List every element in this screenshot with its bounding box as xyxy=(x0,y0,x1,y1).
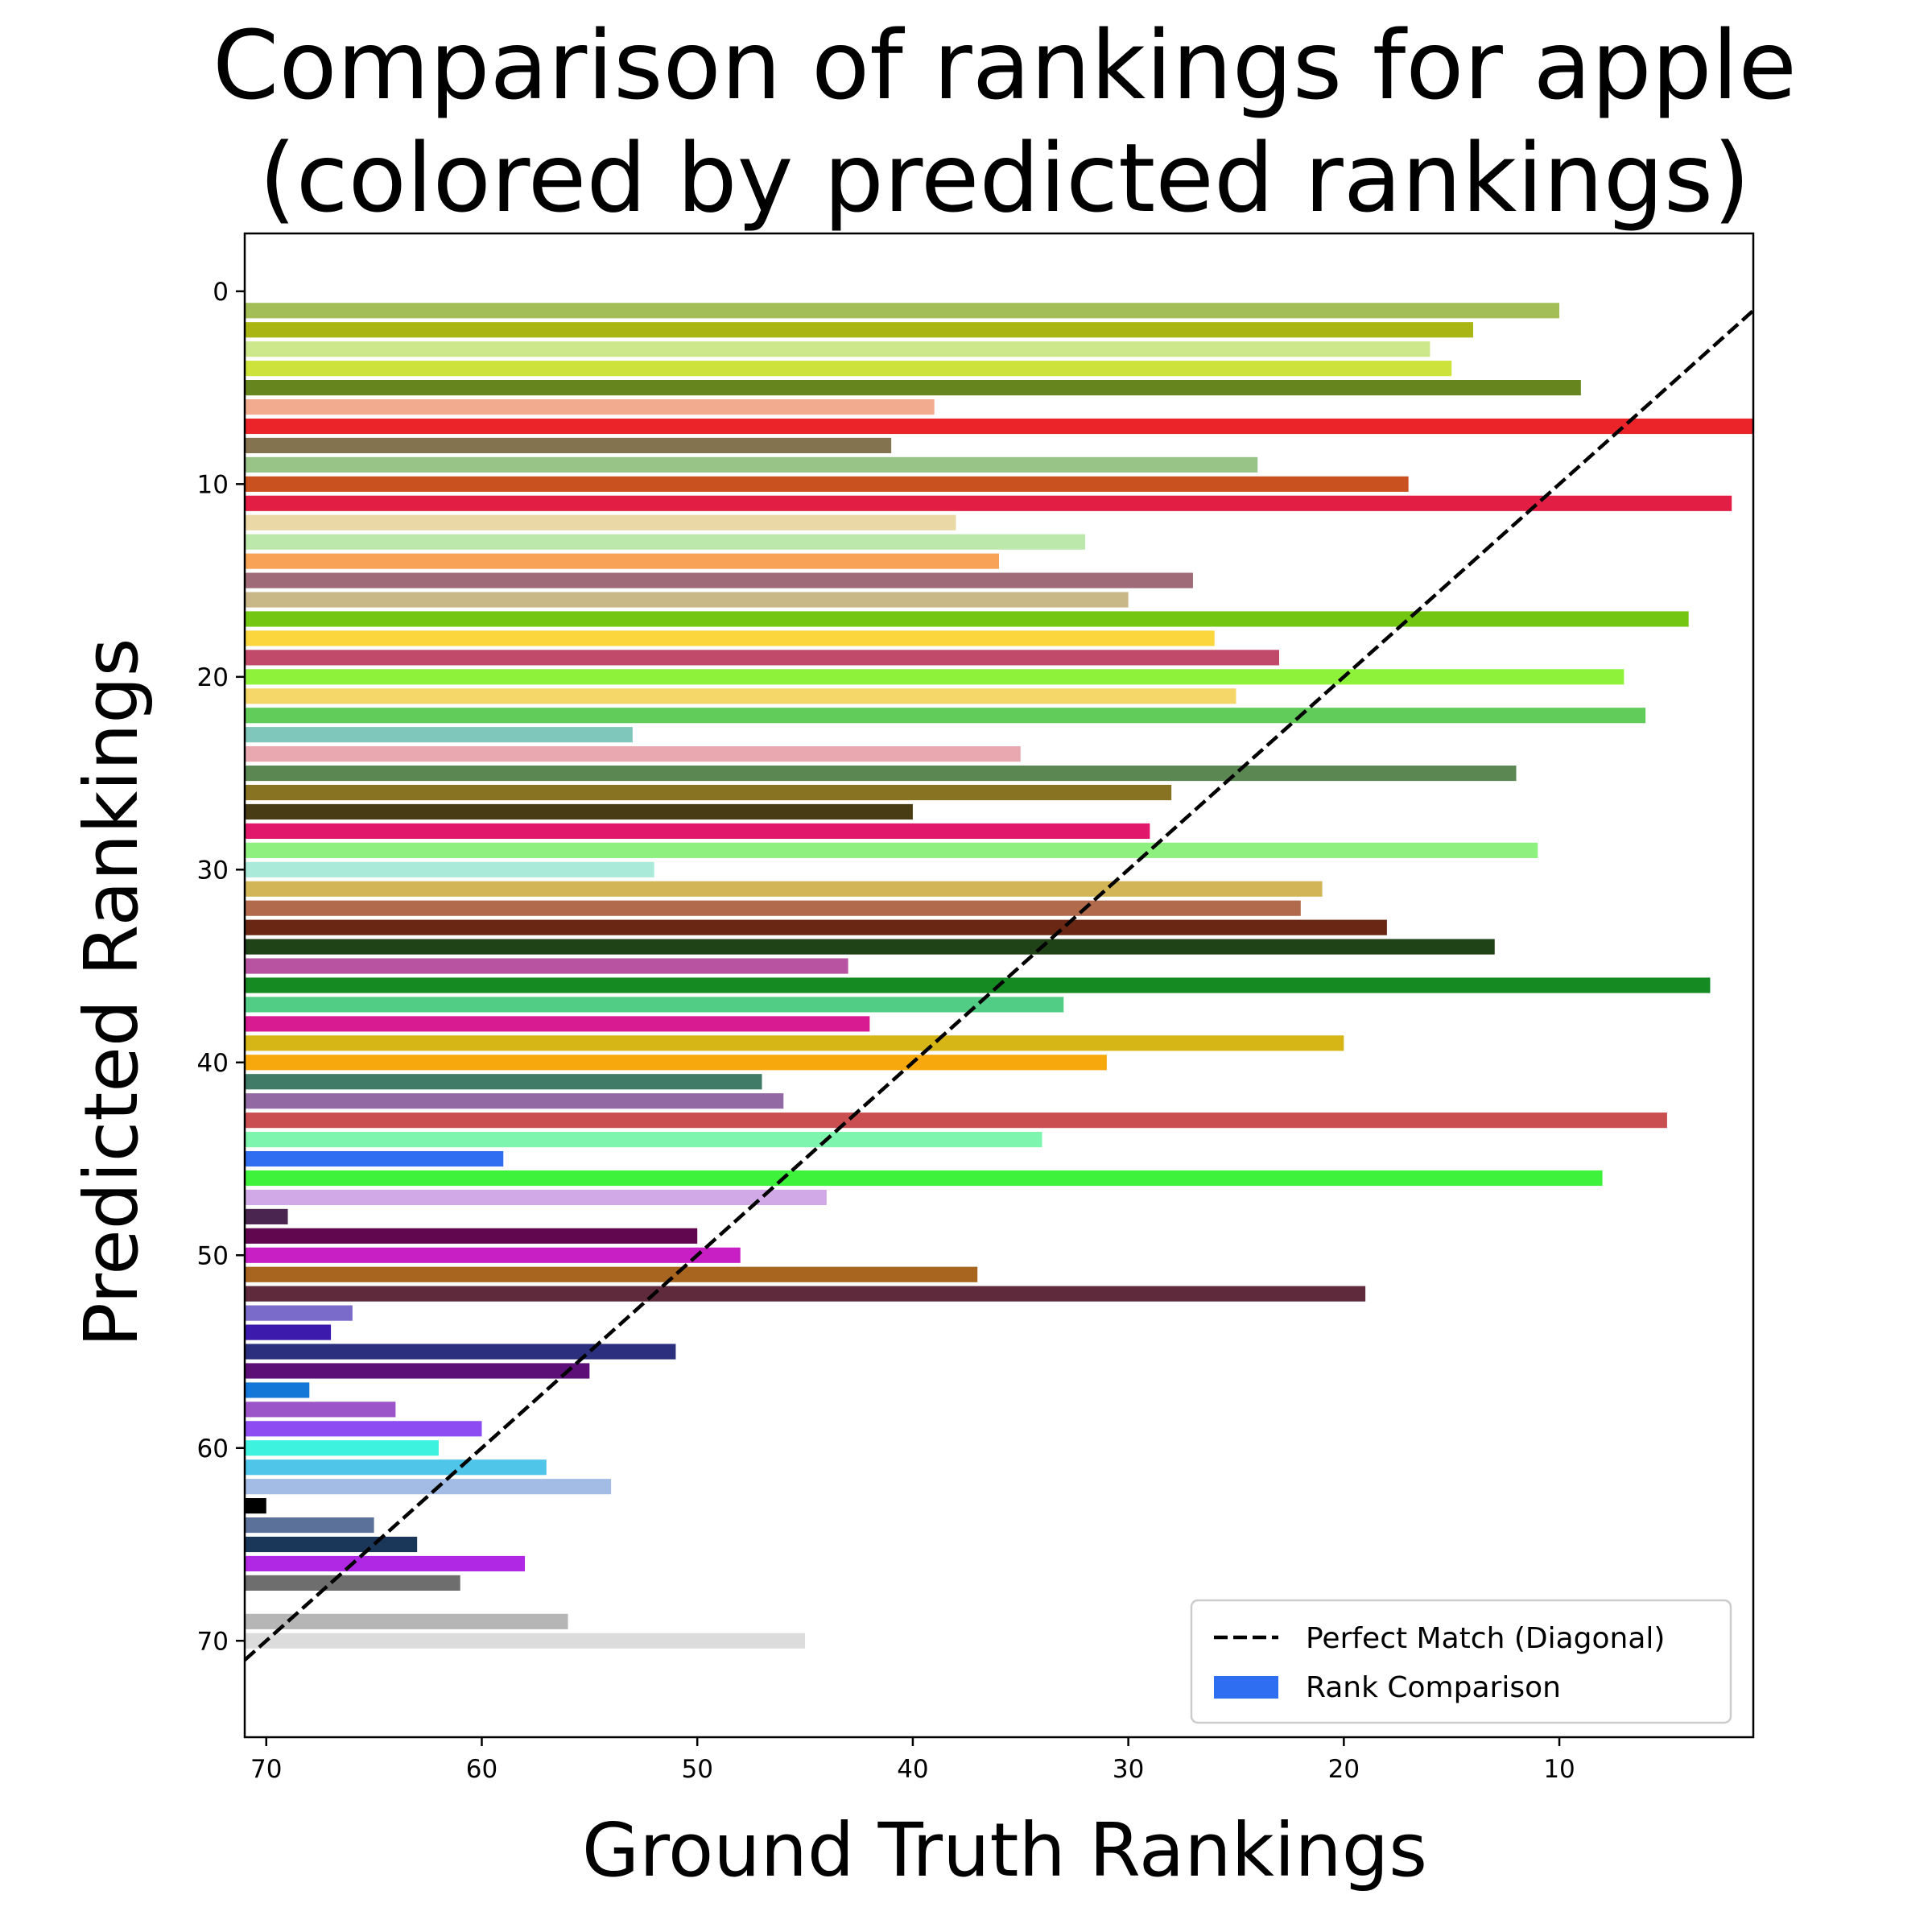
bar-predicted-43 xyxy=(245,1113,1667,1129)
bar-predicted-10 xyxy=(245,476,1409,492)
bar-predicted-32 xyxy=(245,900,1301,916)
y-tick-label: 10 xyxy=(197,470,229,499)
bars xyxy=(245,303,1753,1649)
bar-predicted-62 xyxy=(245,1479,612,1495)
bar-predicted-24 xyxy=(245,746,1021,762)
bar-predicted-37 xyxy=(245,997,1064,1013)
bar-predicted-66 xyxy=(245,1555,526,1572)
bar-predicted-63 xyxy=(245,1498,266,1514)
bar-predicted-45 xyxy=(245,1150,504,1167)
y-tick-label: 40 xyxy=(197,1049,229,1078)
legend-entry-diagonal: Perfect Match (Diagonal) xyxy=(1306,1622,1665,1655)
y-tick-label: 50 xyxy=(197,1241,229,1270)
bar-predicted-5 xyxy=(245,380,1581,396)
bar-predicted-39 xyxy=(245,1035,1344,1051)
bar-predicted-50 xyxy=(245,1247,741,1263)
bar-predicted-13 xyxy=(245,534,1086,550)
bar-predicted-67 xyxy=(245,1575,460,1591)
legend-box xyxy=(1190,1599,1732,1724)
x-tick-label: 10 xyxy=(1543,1755,1575,1784)
bar-predicted-56 xyxy=(245,1363,590,1379)
bar-predicted-47 xyxy=(245,1189,827,1206)
bar-predicted-11 xyxy=(245,495,1732,511)
y-tick-label: 30 xyxy=(197,856,229,885)
perfect-match-diagonal xyxy=(243,309,1755,1662)
chart-title-line-1: Comparison of rankings for apple xyxy=(213,10,1797,121)
y-tick-label: 60 xyxy=(197,1435,229,1463)
bar-predicted-49 xyxy=(245,1228,698,1244)
plot-area xyxy=(243,232,1755,1739)
bar-predicted-42 xyxy=(245,1093,784,1109)
bar-predicted-36 xyxy=(245,977,1711,993)
bar-predicted-35 xyxy=(245,958,848,974)
bar-predicted-6 xyxy=(245,398,935,415)
bar-predicted-12 xyxy=(245,514,956,530)
bar-predicted-7 xyxy=(245,418,1753,435)
x-tick-label: 20 xyxy=(1328,1755,1360,1784)
bar-predicted-4 xyxy=(245,361,1452,377)
bar-predicted-21 xyxy=(245,688,1236,704)
bar-predicted-54 xyxy=(245,1324,332,1340)
bar-predicted-70 xyxy=(245,1633,806,1649)
bar-predicted-19 xyxy=(245,650,1280,666)
bar-predicted-48 xyxy=(245,1208,288,1224)
chart-title-line-2: (colored by predicted rankings) xyxy=(259,122,1750,233)
bar-predicted-52 xyxy=(245,1286,1366,1302)
bar-predicted-15 xyxy=(245,572,1193,588)
bar-predicted-65 xyxy=(245,1536,418,1553)
y-axis-label: Predicted Rankings xyxy=(68,638,155,1347)
y-axis-ticks: 0 10 20 30 40 50 60 70 xyxy=(197,278,245,1656)
bar-predicted-64 xyxy=(245,1517,374,1534)
bar-predicted-57 xyxy=(245,1382,310,1398)
bar-predicted-20 xyxy=(245,669,1624,685)
y-tick-label: 0 xyxy=(213,278,229,307)
x-axis-label: Ground Truth Rankings xyxy=(582,1807,1427,1893)
y-tick-label: 70 xyxy=(197,1627,229,1656)
legend-entry-rank-comparison: Rank Comparison xyxy=(1306,1671,1561,1704)
x-tick-label: 50 xyxy=(681,1755,712,1784)
bar-predicted-27 xyxy=(245,803,913,820)
bar-predicted-18 xyxy=(245,630,1215,646)
legend-bar-swatch xyxy=(1214,1676,1278,1699)
bar-predicted-9 xyxy=(245,456,1258,473)
bar-predicted-28 xyxy=(245,823,1150,839)
bar-predicted-22 xyxy=(245,708,1646,724)
bar-predicted-34 xyxy=(245,939,1495,955)
bar-predicted-59 xyxy=(245,1421,482,1437)
bar-predicted-2 xyxy=(245,322,1473,338)
bar-predicted-26 xyxy=(245,784,1172,801)
bar-predicted-30 xyxy=(245,861,654,877)
bar-predicted-3 xyxy=(245,341,1430,357)
bar-predicted-61 xyxy=(245,1459,547,1476)
bar-predicted-41 xyxy=(245,1074,762,1090)
bar-predicted-14 xyxy=(245,553,999,569)
bar-predicted-58 xyxy=(245,1402,396,1418)
bar-predicted-29 xyxy=(245,842,1538,858)
legend[interactable]: Perfect Match (Diagonal) Rank Comparison xyxy=(1190,1599,1732,1724)
x-axis-ticks: 70 60 50 40 30 20 10 xyxy=(250,1737,1575,1784)
bar-predicted-44 xyxy=(245,1132,1042,1148)
bar-predicted-69 xyxy=(245,1613,568,1629)
x-tick-label: 70 xyxy=(250,1755,282,1784)
x-tick-label: 40 xyxy=(897,1755,928,1784)
bar-predicted-38 xyxy=(245,1016,870,1032)
bar-predicted-23 xyxy=(245,727,633,743)
bar-predicted-1 xyxy=(245,303,1560,319)
bar-predicted-53 xyxy=(245,1305,353,1321)
bar-predicted-55 xyxy=(245,1344,676,1360)
x-tick-label: 60 xyxy=(466,1755,497,1784)
bar-predicted-8 xyxy=(245,437,892,454)
bar-predicted-60 xyxy=(245,1440,439,1456)
bar-predicted-40 xyxy=(245,1055,1107,1071)
bar-predicted-31 xyxy=(245,881,1323,897)
bar-predicted-25 xyxy=(245,765,1517,782)
bar-predicted-51 xyxy=(245,1266,978,1282)
y-tick-label: 20 xyxy=(197,663,229,692)
bar-predicted-33 xyxy=(245,919,1387,935)
x-tick-label: 30 xyxy=(1113,1755,1144,1784)
bar-predicted-46 xyxy=(245,1170,1603,1187)
bar-predicted-16 xyxy=(245,592,1129,608)
bar-predicted-17 xyxy=(245,611,1689,627)
